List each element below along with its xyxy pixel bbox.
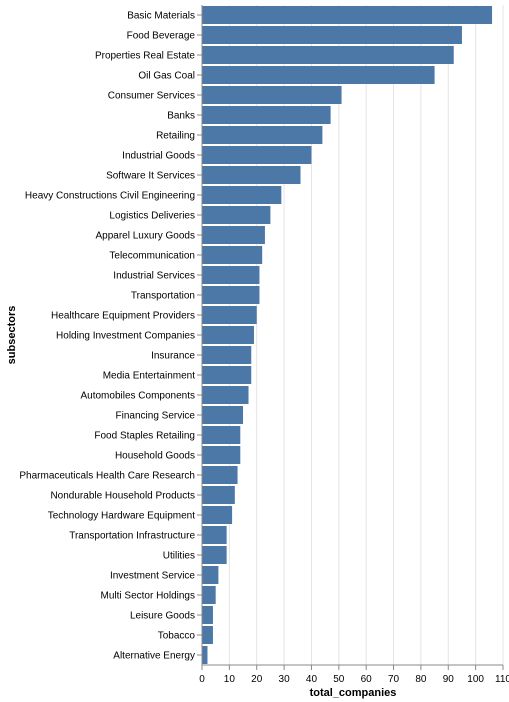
bar <box>202 146 312 164</box>
category-label: Transportation Infrastructure <box>69 531 195 542</box>
bar <box>202 526 227 544</box>
category-label: Holding Investment Companies <box>56 331 195 342</box>
bar <box>202 466 238 484</box>
x-tick-label: 0 <box>199 674 205 685</box>
category-label: Tobacco <box>158 631 196 642</box>
category-label: Utilities <box>163 551 195 562</box>
bar <box>202 186 282 204</box>
bar <box>202 206 271 224</box>
category-label: Oil Gas Coal <box>138 71 195 82</box>
category-label: Financing Service <box>116 411 196 422</box>
bar <box>202 386 249 404</box>
bar <box>202 26 462 44</box>
bar <box>202 546 227 564</box>
x-tick-label: 30 <box>279 674 291 685</box>
bar <box>202 246 263 264</box>
bar <box>202 66 435 84</box>
x-tick-label: 70 <box>388 674 400 685</box>
bar <box>202 226 265 244</box>
x-tick-label: 10 <box>224 674 236 685</box>
bar <box>202 506 233 524</box>
category-label: Software It Services <box>106 171 195 182</box>
bar <box>202 306 257 324</box>
category-label: Telecommunication <box>109 251 195 262</box>
category-label: Industrial Goods <box>122 151 195 162</box>
category-label: Retailing <box>156 131 195 142</box>
bar <box>202 126 323 144</box>
bar <box>202 286 260 304</box>
x-tick-label: 20 <box>251 674 263 685</box>
x-tick-label: 80 <box>415 674 427 685</box>
category-label: Pharmaceuticals Health Care Research <box>19 471 195 482</box>
x-axis-title: total_companies <box>310 687 397 699</box>
y-axis-title: subsectors <box>6 306 18 365</box>
bar <box>202 626 213 644</box>
category-label: Banks <box>167 111 195 122</box>
x-axis: 0 10 20 30 40 50 60 70 80 90 100 110 <box>199 664 509 685</box>
bar <box>202 346 252 364</box>
bar <box>202 326 254 344</box>
category-label: Household Goods <box>115 451 195 462</box>
x-tick-label: 90 <box>443 674 455 685</box>
x-tick-label: 60 <box>361 674 373 685</box>
bar <box>202 646 208 664</box>
category-label: Consumer Services <box>108 91 195 102</box>
bar <box>202 566 219 584</box>
category-label: Multi Sector Holdings <box>101 591 195 602</box>
bar <box>202 406 244 424</box>
category-label: Food Beverage <box>127 31 196 42</box>
y-axis: Basic Materials Food Beverage Properties R… <box>19 5 203 665</box>
category-label: Nondurable Household Products <box>50 491 195 502</box>
bars <box>202 6 493 664</box>
category-label: Properties Real Estate <box>95 51 195 62</box>
bar <box>202 266 260 284</box>
category-label: Food Staples Retailing <box>94 431 195 442</box>
x-tick-label: 40 <box>306 674 318 685</box>
bar <box>202 606 213 624</box>
bar <box>202 166 301 184</box>
category-label: Logistics Deliveries <box>109 211 195 222</box>
category-label: Healthcare Equipment Providers <box>51 311 195 322</box>
bar <box>202 86 342 104</box>
bar <box>202 486 235 504</box>
x-tick-label: 100 <box>467 674 484 685</box>
category-label: Heavy Constructions Civil Engineering <box>25 191 195 202</box>
bar <box>202 6 493 24</box>
bar <box>202 366 252 384</box>
category-label: Apparel Luxury Goods <box>95 231 195 242</box>
category-label: Leisure Goods <box>130 611 195 622</box>
bar <box>202 46 454 64</box>
category-label: Industrial Services <box>113 271 195 282</box>
bar <box>202 426 241 444</box>
category-label: Basic Materials <box>127 11 195 22</box>
x-tick-label: 50 <box>333 674 345 685</box>
x-tick-label: 110 <box>495 674 509 685</box>
category-label: Media Entertainment <box>103 371 195 382</box>
category-label: Technology Hardware Equipment <box>48 511 196 522</box>
category-label: Alternative Energy <box>113 651 195 662</box>
bar <box>202 586 216 604</box>
category-label: Insurance <box>151 351 195 362</box>
category-label: Transportation <box>131 291 195 302</box>
category-label: Investment Service <box>110 571 195 582</box>
bar <box>202 106 331 124</box>
category-label: Automobiles Components <box>80 391 195 402</box>
bar <box>202 446 241 464</box>
